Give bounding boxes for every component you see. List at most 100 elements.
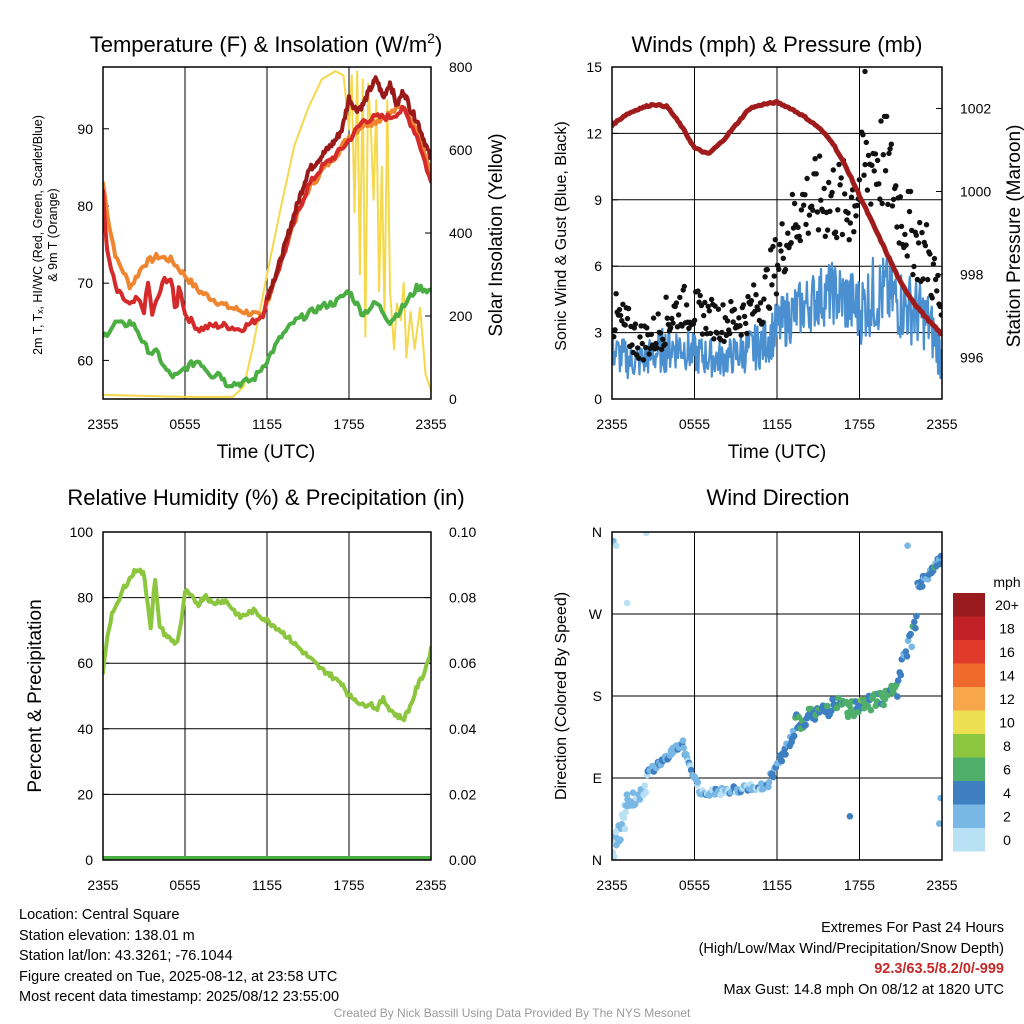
gust-point [777, 241, 783, 248]
direction-point [911, 618, 918, 626]
gust-point [727, 330, 733, 337]
gust-point [879, 200, 885, 207]
gust-point [816, 153, 823, 159]
figure-created: Figure created on Tue, 2025-08-12, at 23… [19, 968, 338, 985]
x-tick-label: 0555 [169, 416, 200, 432]
gust-point [691, 317, 698, 323]
gust-point [930, 261, 937, 267]
winds-title: Winds (mph) & Pressure (mb) [632, 32, 923, 57]
gust-point [845, 210, 851, 216]
x-tick-label: 1155 [762, 877, 792, 893]
y-tick-label: 9 [594, 192, 602, 208]
legend-swatch [953, 640, 985, 664]
gust-point [854, 202, 860, 209]
gust-point [675, 312, 682, 318]
legend-label: 20+ [995, 597, 1019, 613]
gust-point [632, 321, 639, 327]
y-tick-label: 15 [586, 59, 602, 75]
gust-point [760, 319, 766, 326]
gust-point [806, 212, 813, 218]
plot-frame [611, 531, 943, 861]
humidity-panel: Relative Humidity (%) & Precipitation (i… [25, 485, 476, 893]
gust-point [842, 191, 848, 197]
direction-point [829, 696, 836, 703]
speed-legend: mph 20+ 18 16 14 12 10 8 6 4 2 0 [953, 574, 1021, 852]
gust-point [919, 229, 925, 236]
direction-point [642, 788, 650, 796]
direction-point [913, 612, 920, 620]
gust-point [871, 168, 877, 174]
direction-point [765, 779, 773, 786]
gust-point [913, 232, 919, 238]
credit-line: Created By Nick Bassill Using Data Provi… [333, 1006, 691, 1020]
gust-point [714, 330, 720, 336]
gust-point [639, 340, 645, 347]
legend-label: 12 [999, 691, 1015, 707]
gust-point [931, 255, 938, 262]
gust-point [848, 194, 855, 200]
gust-point [697, 292, 703, 299]
gust-point [701, 312, 707, 319]
temperature-plot: 2355 0555 1155 1755 2355 60 70 80 90 0 200 400 600 80… [77, 59, 472, 432]
y-right-tick-label: 1002 [960, 101, 991, 117]
direction-point [612, 853, 618, 860]
wind-direction-title: Wind Direction [706, 485, 849, 510]
gust-point [679, 323, 685, 329]
direction-point [632, 800, 639, 808]
gust-point [932, 276, 939, 283]
y-right-tick-label: 0.06 [449, 655, 476, 671]
direction-point [846, 813, 854, 820]
y-tick-label: 12 [586, 125, 602, 141]
gust-point [728, 298, 734, 305]
y-tick-label: 20 [77, 786, 93, 802]
direction-point [694, 778, 702, 786]
x-tick-label: 0555 [679, 877, 710, 893]
gust-point [862, 161, 868, 168]
gust-point [625, 305, 632, 312]
plot-frame [102, 531, 432, 861]
gust-point [764, 266, 770, 273]
extremes-info: Extremes For Past 24 Hours (High/Low/Max… [699, 918, 1004, 1000]
x-tick-label: 1155 [252, 416, 282, 432]
gust-point [703, 325, 709, 332]
station-info: Location: Central Square Station elevati… [19, 905, 339, 1008]
gust-point [650, 315, 657, 321]
gust-point [773, 291, 780, 297]
direction-point [636, 796, 644, 803]
gust-point [938, 312, 942, 318]
station-latlon: Station lat/lon: 43.3261; -76.1044 [19, 948, 233, 964]
gust-point [872, 151, 879, 157]
gust-point [911, 263, 917, 270]
gust-point [643, 344, 649, 351]
direction-point [629, 789, 637, 796]
gust-point [712, 303, 718, 309]
gust-point [719, 329, 725, 336]
legend-label: 16 [999, 644, 1015, 660]
y-tick-label: W [589, 606, 603, 622]
direction-point [802, 721, 809, 729]
direction-point [790, 732, 798, 740]
gust-point [880, 152, 886, 158]
gust-point [887, 146, 893, 152]
gust-point [785, 230, 791, 236]
gust-point [877, 196, 883, 202]
direction-point [919, 583, 926, 590]
direction-point [612, 542, 620, 549]
gust-point [720, 302, 726, 308]
temperature-xlabel: Time (UTC) [217, 442, 316, 463]
x-tick-label: 2355 [926, 877, 957, 893]
pressure-line [612, 99, 942, 337]
gust-point [736, 315, 742, 321]
temperature-title: Temperature (F) & Insolation (W/m2) [90, 30, 443, 57]
pressure-ylabel: Station Pressure (Maroon) [1004, 125, 1024, 348]
direction-point [937, 552, 942, 560]
gust-point [798, 207, 805, 213]
gust-point [882, 168, 889, 174]
direction-point [907, 630, 914, 638]
humidity-line [103, 567, 431, 723]
gust-point [664, 315, 670, 321]
gust-point [851, 229, 857, 235]
y-tick-label: N [592, 852, 602, 868]
y-right-tick-label: 0.00 [449, 852, 476, 868]
gust-point [707, 330, 714, 337]
